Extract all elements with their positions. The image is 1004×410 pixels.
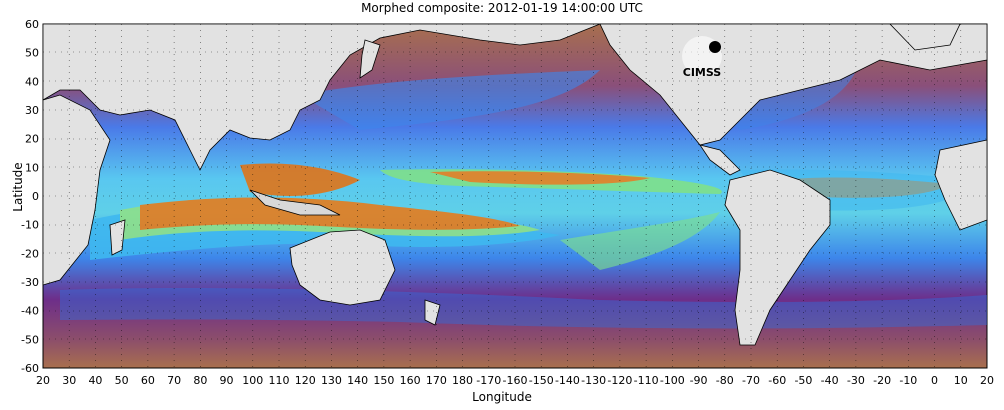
x-tick-label: -100 [660, 374, 685, 387]
x-tick-label: -60 [768, 374, 786, 387]
x-tick-label: -150 [529, 374, 554, 387]
y-tick-label: 40 [25, 75, 39, 88]
map-title: Morphed composite: 2012-01-19 14:00:00 U… [361, 1, 643, 15]
x-tick-label: -90 [690, 374, 708, 387]
x-tick-label: 130 [321, 374, 342, 387]
svg-text:CIMSS: CIMSS [683, 66, 722, 79]
x-axis-title: Longitude [472, 390, 532, 404]
x-tick-label: -30 [847, 374, 865, 387]
x-tick-label: 90 [220, 374, 234, 387]
x-tick-label: -170 [476, 374, 501, 387]
map-frame: CIMSS [42, 23, 988, 369]
x-tick-label: 0 [931, 374, 938, 387]
x-tick-label: -120 [607, 374, 632, 387]
x-tick-label: 120 [295, 374, 316, 387]
y-tick-label: -50 [21, 333, 39, 346]
land-madagascar [109, 219, 126, 256]
y-tick-label: -30 [21, 276, 39, 289]
x-tick-label: 10 [954, 374, 968, 387]
land-central-america [699, 144, 741, 176]
land-africa [42, 94, 111, 286]
x-tick-label: -160 [503, 374, 528, 387]
land-west-africa [934, 139, 988, 231]
y-tick-label: -10 [21, 219, 39, 232]
x-tick-label: 20 [36, 374, 50, 387]
x-tick-label: -10 [899, 374, 917, 387]
y-tick-label: 20 [25, 133, 39, 146]
x-tick-label: 20 [980, 374, 994, 387]
x-tick-label: 40 [88, 374, 102, 387]
x-tick-label: 170 [426, 374, 447, 387]
x-tick-label: 160 [400, 374, 421, 387]
x-tick-label: 50 [115, 374, 129, 387]
x-tick-label: -20 [873, 374, 891, 387]
x-tick-label: 180 [452, 374, 473, 387]
x-axis-ticks: 20 30 40 50 60 70 80 90 100 110 120 130 140 150 160 170… [36, 374, 994, 387]
land-australia [289, 229, 396, 306]
y-tick-label: -40 [21, 305, 39, 318]
land-indonesia [249, 189, 341, 216]
land-masses [42, 23, 988, 346]
x-tick-label: -130 [581, 374, 606, 387]
x-tick-label: 110 [269, 374, 290, 387]
x-tick-label: 140 [347, 374, 368, 387]
y-tick-label: -20 [21, 247, 39, 260]
x-tick-label: 70 [167, 374, 181, 387]
x-tick-label: -70 [742, 374, 760, 387]
x-tick-label: -40 [821, 374, 839, 387]
y-tick-label: 0 [32, 190, 39, 203]
x-tick-label: -80 [716, 374, 734, 387]
x-tick-label: -140 [555, 374, 580, 387]
y-tick-label: -60 [21, 362, 39, 375]
y-tick-label: 50 [25, 47, 39, 60]
x-tick-label: 100 [242, 374, 263, 387]
land-south-america [724, 169, 831, 346]
cimss-logo: CIMSS [682, 36, 722, 79]
x-tick-label: 150 [373, 374, 394, 387]
land-japan [359, 39, 381, 79]
x-tick-label: -50 [794, 374, 812, 387]
y-tick-label: 10 [25, 161, 39, 174]
x-tick-label: 60 [141, 374, 155, 387]
x-tick-label: -110 [634, 374, 659, 387]
land-greenland [889, 23, 961, 51]
y-tick-label: 60 [25, 18, 39, 31]
x-tick-label: 80 [193, 374, 207, 387]
x-tick-label: 30 [62, 374, 76, 387]
y-axis-title: Latitude [11, 162, 25, 212]
y-axis-ticks: 60 50 40 30 20 10 0 -10 -20 -30 -40 -50 -60 [21, 18, 39, 375]
y-tick-label: 30 [25, 104, 39, 117]
